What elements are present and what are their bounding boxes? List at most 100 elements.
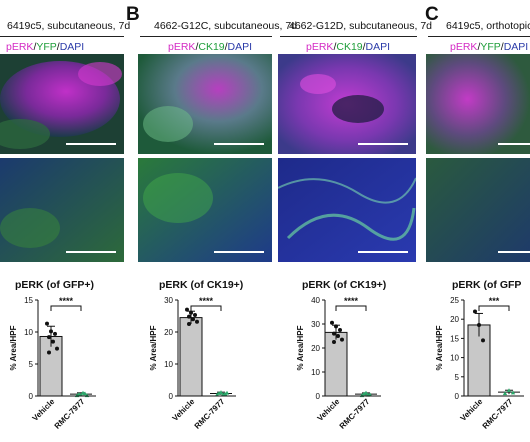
y-tick-label: 10 xyxy=(164,360,173,369)
x-tick-label: RMC-7977 xyxy=(193,397,227,431)
y-axis-label: % Area/HPF xyxy=(149,325,158,370)
data-point xyxy=(53,331,57,336)
significance-bracket xyxy=(478,305,510,311)
micrograph-top-1 xyxy=(0,54,124,154)
y-tick-label: 0 xyxy=(316,392,321,401)
data-point xyxy=(45,321,49,326)
column-rule-4 xyxy=(428,36,530,37)
micrograph-bottom-1 xyxy=(0,158,124,262)
bar-vehicle xyxy=(324,331,348,397)
data-point xyxy=(477,322,481,327)
data-point xyxy=(224,390,230,395)
data-point xyxy=(55,346,59,351)
data-point xyxy=(330,320,334,325)
bar-vehicle xyxy=(179,317,203,397)
data-point xyxy=(506,388,512,393)
y-tick-label: 10 xyxy=(311,368,320,377)
data-point xyxy=(49,329,53,334)
micrograph-bottom-3 xyxy=(278,158,416,262)
y-axis-label: % Area/HPF xyxy=(9,325,18,370)
stain-legend-1: pERK/YFP/DAPI xyxy=(6,41,85,53)
data-point xyxy=(332,340,336,344)
data-point xyxy=(220,392,226,397)
data-point xyxy=(481,338,485,343)
data-point xyxy=(193,313,197,318)
data-point xyxy=(189,310,193,315)
panel-letter-c: C xyxy=(425,4,439,25)
data-point xyxy=(338,328,342,332)
column-title-2: 4662-G12C, subcutaneous, 7d xyxy=(154,20,298,32)
stain-legend-2: pERK/CK19/DAPI xyxy=(168,41,253,53)
significance-label: *** xyxy=(489,296,500,306)
y-tick-label: 0 xyxy=(29,392,34,401)
y-tick-label: 40 xyxy=(311,296,320,305)
data-point xyxy=(216,391,222,395)
data-point xyxy=(47,335,51,340)
x-tick-label: Vehicle xyxy=(31,397,57,423)
chart-title-2: pERK (of CK19+) xyxy=(159,279,244,291)
data-point xyxy=(187,322,191,326)
y-tick-label: 15 xyxy=(450,334,459,343)
y-tick-label: 15 xyxy=(24,296,33,305)
data-point xyxy=(473,309,477,314)
data-point xyxy=(185,307,189,312)
y-tick-label: 20 xyxy=(311,344,320,353)
stain-legend-3: pERK/CK19/DAPI xyxy=(306,41,391,53)
data-point xyxy=(361,391,367,396)
significance-bracket xyxy=(335,305,367,311)
y-tick-label: 5 xyxy=(455,373,460,382)
micrograph-top-4 xyxy=(426,54,530,154)
x-tick-label: RMC-7977 xyxy=(481,397,515,431)
y-tick-label: 20 xyxy=(450,315,459,324)
column-rule-1 xyxy=(0,36,124,37)
y-axis-label: % Area/HPF xyxy=(435,325,444,370)
data-point xyxy=(76,392,82,396)
micrograph-bottom-4 xyxy=(426,158,530,262)
data-point xyxy=(502,391,508,396)
data-point xyxy=(51,339,55,344)
data-point xyxy=(340,337,344,342)
data-point xyxy=(187,314,191,319)
column-title-4: 6419c5, orthotopic, xyxy=(446,20,530,32)
data-point xyxy=(47,350,51,355)
data-point xyxy=(191,317,195,322)
significance-label: **** xyxy=(344,296,359,306)
significance-bracket xyxy=(190,305,222,311)
data-point xyxy=(80,390,86,395)
y-tick-label: 20 xyxy=(164,328,173,337)
chart-title-1: pERK (of GFP+) xyxy=(15,279,95,291)
stain-legend-4: pERK/YFP/DAPI xyxy=(450,41,529,53)
data-point xyxy=(510,390,516,395)
y-tick-label: 30 xyxy=(311,320,320,329)
chart-title-4: pERK (of GFP xyxy=(452,279,522,291)
y-tick-label: 25 xyxy=(450,296,459,305)
panel-letter-b: B xyxy=(126,4,140,25)
data-point xyxy=(195,319,199,324)
micrograph-top-2 xyxy=(138,54,272,154)
y-tick-label: 10 xyxy=(24,328,33,337)
data-point xyxy=(336,334,340,338)
significance-label: **** xyxy=(59,296,74,306)
x-tick-label: RMC-7977 xyxy=(338,397,372,431)
data-point xyxy=(334,324,338,329)
y-tick-label: 5 xyxy=(29,360,34,369)
column-rule-3 xyxy=(280,36,417,37)
significance-label: **** xyxy=(199,296,214,306)
column-title-1: 6419c5, subcutaneous, 7d xyxy=(7,20,131,32)
chart-title-3: pERK (of CK19+) xyxy=(302,279,387,291)
column-title-3: 4662-G12D, subcutaneous, 7d xyxy=(289,20,433,32)
y-tick-label: 0 xyxy=(455,392,460,401)
y-axis-label: % Area/HPF xyxy=(296,325,305,370)
micrograph-top-3 xyxy=(278,54,416,154)
data-point xyxy=(332,331,336,336)
x-tick-label: RMC-7977 xyxy=(53,397,87,431)
y-tick-label: 10 xyxy=(450,354,459,363)
y-tick-label: 0 xyxy=(169,392,174,401)
micrograph-bottom-2 xyxy=(138,158,272,262)
x-tick-label: Vehicle xyxy=(459,397,485,423)
x-tick-label: Vehicle xyxy=(171,397,197,423)
